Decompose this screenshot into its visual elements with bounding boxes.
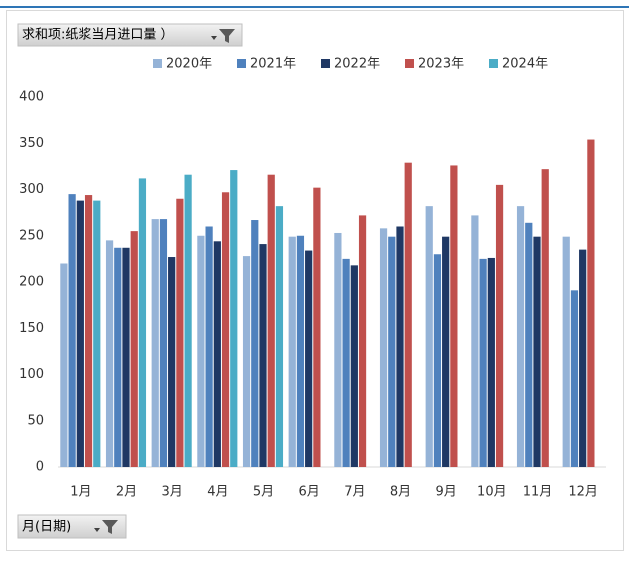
x-tick-label: 12月 (568, 485, 598, 500)
bar (487, 257, 495, 467)
bar (471, 215, 479, 467)
legend-swatch (153, 59, 162, 68)
y-tick-label: 350 (19, 136, 44, 151)
bar (105, 240, 114, 467)
bar (76, 200, 84, 467)
top-rule (0, 6, 629, 8)
bar (114, 247, 122, 467)
bar (379, 228, 388, 467)
filter-icon (102, 520, 118, 534)
bar (296, 235, 305, 467)
x-tick-label: 1月 (70, 485, 91, 500)
x-tick-label: 4月 (207, 485, 228, 500)
bar (130, 231, 138, 467)
bar (275, 206, 284, 467)
x-tick-label: 10月 (477, 485, 507, 500)
y-tick-label: 100 (19, 367, 44, 382)
y-tick-label: 400 (19, 90, 44, 105)
bar (450, 165, 458, 467)
bar (579, 249, 587, 467)
bar (562, 236, 570, 467)
x-tick-label: 6月 (299, 485, 320, 500)
y-tick-label: 250 (19, 228, 44, 243)
bar (288, 236, 296, 467)
bar (151, 219, 159, 467)
y-tick-label: 50 (27, 413, 44, 428)
bar (221, 192, 230, 467)
button-bg (17, 23, 243, 47)
y-tick-label: 300 (19, 182, 44, 197)
bar (184, 174, 192, 467)
bar (442, 236, 450, 467)
bar (168, 257, 176, 467)
bar (525, 222, 533, 467)
x-tick-label: 5月 (253, 485, 274, 500)
legend-label: 2020年 (166, 57, 212, 72)
bar (388, 236, 396, 467)
chart-frame (6, 10, 624, 551)
bar (358, 215, 367, 467)
bar (251, 220, 259, 467)
bar (230, 170, 238, 467)
x-tick-label: 7月 (344, 485, 365, 500)
filter-icon (219, 29, 235, 43)
legend-swatch (321, 59, 330, 68)
x-tick-label: 3月 (162, 485, 183, 500)
bar (159, 219, 168, 467)
bar (68, 194, 76, 467)
x-tick-label: 9月 (436, 485, 457, 500)
x-tick-label: 11月 (523, 485, 553, 500)
bar (93, 200, 101, 467)
bar (495, 184, 504, 467)
legend-label: 2022年 (334, 57, 380, 72)
bar (479, 258, 487, 467)
bar (541, 169, 549, 467)
bar (313, 187, 321, 467)
bar (350, 265, 358, 467)
bar (205, 226, 213, 467)
button-label: 求和项:纸浆当月进口量 ） (22, 28, 174, 43)
bar (404, 162, 412, 468)
y-tick-label: 0 (36, 460, 44, 475)
bar (242, 256, 251, 467)
bar (570, 290, 579, 467)
bar (342, 258, 350, 467)
bar (516, 206, 525, 467)
button-bg (17, 514, 127, 539)
legend-swatch (489, 59, 498, 68)
bar (533, 236, 541, 467)
legend-label: 2024年 (502, 57, 548, 72)
dropdown-arrow (211, 36, 217, 40)
bar (138, 178, 147, 467)
bar (84, 195, 93, 468)
bar (60, 263, 68, 467)
value-field-button[interactable]: 求和项:纸浆当月进口量 ） (17, 23, 243, 47)
dropdown-arrow (94, 528, 100, 532)
x-tick-label: 2月 (116, 485, 137, 500)
legend-swatch (405, 59, 414, 68)
x-tick-label: 8月 (390, 485, 411, 500)
bar (213, 241, 221, 467)
bar (334, 232, 342, 467)
legend-swatch (237, 59, 246, 68)
y-tick-label: 200 (19, 275, 44, 290)
bar (197, 235, 205, 467)
legend-label: 2023年 (418, 57, 464, 72)
axis-field-button[interactable]: 月(日期) (17, 514, 127, 539)
bar (433, 254, 442, 467)
bar (259, 244, 267, 467)
bar (305, 250, 313, 467)
bar (122, 247, 130, 467)
legend-label: 2021年 (250, 57, 296, 72)
y-tick-label: 150 (19, 321, 44, 336)
bar (267, 174, 275, 467)
button-label: 月(日期) (22, 520, 71, 535)
bar (587, 139, 595, 468)
bar (396, 226, 404, 467)
bar (425, 206, 433, 467)
bar (176, 198, 184, 467)
